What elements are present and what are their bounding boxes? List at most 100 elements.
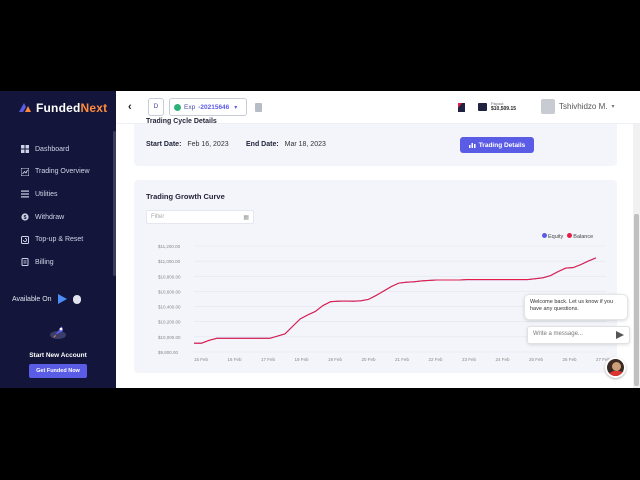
receipt-icon bbox=[21, 258, 29, 267]
account-number: -20215646 bbox=[198, 103, 230, 111]
account-type-badge[interactable]: D bbox=[148, 98, 164, 116]
chat-message-input[interactable]: Write a message... bbox=[527, 326, 630, 344]
end-date-value: Mar 18, 2023 bbox=[284, 141, 326, 148]
grid-icon bbox=[21, 145, 29, 154]
legend-label: Equity bbox=[548, 234, 564, 240]
sidebar-item-topup-reset[interactable]: Top-up & Reset bbox=[21, 228, 90, 251]
x-tick-label: 25 Feb bbox=[529, 357, 544, 362]
sidebar-scrollbar[interactable] bbox=[113, 131, 116, 276]
x-tick-label: 15 Feb bbox=[194, 357, 209, 362]
start-date-value: Feb 16, 2023 bbox=[187, 141, 229, 148]
get-funded-button[interactable]: Get Funded Now bbox=[29, 364, 87, 378]
sidebar-item-withdraw[interactable]: $ Withdraw bbox=[21, 206, 90, 229]
x-tick-label: 20 Feb bbox=[362, 357, 377, 362]
main-scrollbar[interactable] bbox=[633, 124, 640, 388]
brand-name: Funded bbox=[36, 101, 81, 115]
end-date-label: End Date: bbox=[246, 141, 279, 148]
top-bar: ‹ D Exp -20215646 ▾ Payout $10,509.15 Ts… bbox=[116, 91, 640, 124]
apple-icon[interactable] bbox=[72, 294, 81, 304]
rocket-icon bbox=[50, 326, 66, 339]
y-tick-label: $9,800.00 bbox=[158, 350, 179, 355]
bar-chart-icon bbox=[468, 143, 476, 148]
chevron-down-icon: ▾ bbox=[234, 104, 238, 111]
scrollbar-thumb[interactable] bbox=[634, 214, 639, 386]
wallet-caption: Payout bbox=[491, 101, 504, 106]
status-dot-icon bbox=[174, 103, 181, 111]
legend-label: Balance bbox=[573, 234, 594, 240]
user-name: Tshivhidzo M. bbox=[559, 102, 608, 111]
flag-icon[interactable] bbox=[458, 103, 465, 112]
copy-icon[interactable] bbox=[255, 103, 262, 112]
sidebar-item-trading-overview[interactable]: Trading Overview bbox=[21, 161, 90, 184]
user-menu[interactable]: Tshivhidzo M. ▾ bbox=[541, 99, 614, 114]
y-tick-label: $11,000.00 bbox=[158, 259, 181, 264]
y-tick-label: $10,400.00 bbox=[158, 305, 181, 310]
y-tick-label: $10,000.00 bbox=[158, 335, 181, 340]
x-tick-label: 22 Feb bbox=[429, 357, 444, 362]
wallet-icon bbox=[478, 102, 487, 111]
account-selector[interactable]: Exp -20215646 ▾ bbox=[169, 98, 247, 116]
trading-details-button[interactable]: Trading Details bbox=[460, 137, 534, 153]
app-availability: Available On bbox=[12, 294, 81, 304]
promo-card: Start New Account Get Funded Now bbox=[0, 323, 116, 378]
sidebar-item-label: Utilities bbox=[35, 190, 58, 198]
app-window: FundedNext Dashboard Trading Overview Ut… bbox=[0, 91, 640, 388]
google-play-icon[interactable] bbox=[57, 294, 67, 304]
chat-agent-avatar[interactable] bbox=[605, 357, 626, 378]
trading-cycle-card: Trading Cycle Details Start Date: Feb 16… bbox=[134, 118, 617, 166]
y-tick-label: $10,200.00 bbox=[158, 320, 181, 325]
sidebar-item-label: Trading Overview bbox=[35, 168, 90, 176]
sidebar-item-label: Top-up & Reset bbox=[35, 236, 84, 244]
filter-input[interactable]: Filter ▦ bbox=[146, 210, 254, 224]
filter-placeholder: Filter bbox=[151, 214, 165, 220]
legend-swatch bbox=[542, 233, 547, 238]
available-on-label: Available On bbox=[12, 295, 52, 303]
svg-text:$: $ bbox=[23, 215, 26, 221]
chart-icon bbox=[21, 167, 29, 176]
x-tick-label: 21 Feb bbox=[395, 357, 410, 362]
avatar bbox=[541, 99, 555, 114]
x-tick-label: 24 Feb bbox=[496, 357, 511, 362]
y-tick-label: $10,800.00 bbox=[158, 274, 181, 279]
sidebar-nav: Dashboard Trading Overview Utilities $ W… bbox=[21, 138, 90, 274]
growth-curve-card: Trading Growth Curve Filter ▦ Equity Bal… bbox=[134, 180, 617, 373]
list-icon bbox=[21, 190, 29, 198]
y-tick-label: $10,600.00 bbox=[158, 289, 181, 294]
sidebar-item-dashboard[interactable]: Dashboard bbox=[21, 138, 90, 161]
chart-legend: Equity Balance bbox=[542, 233, 593, 240]
trading-details-label: Trading Details bbox=[478, 141, 526, 149]
x-tick-label: 17 Feb bbox=[261, 357, 276, 362]
account-label: Exp bbox=[184, 103, 196, 111]
x-tick-label: 19 Feb bbox=[328, 357, 343, 362]
back-chevron-icon[interactable]: ‹ bbox=[128, 101, 132, 113]
wallet-value: $10,509.15 bbox=[491, 106, 517, 112]
wallet-widget[interactable]: Payout $10,509.15 bbox=[478, 101, 516, 112]
main-content: Trading Cycle Details Start Date: Feb 16… bbox=[116, 118, 633, 388]
sidebar-item-label: Dashboard bbox=[35, 145, 70, 153]
start-date-label: Start Date: bbox=[146, 141, 182, 148]
x-tick-label: 18 Feb bbox=[295, 357, 310, 362]
start-date: Start Date: Feb 16, 2023 bbox=[146, 141, 229, 148]
legend-swatch bbox=[567, 233, 573, 238]
send-icon[interactable] bbox=[616, 331, 624, 339]
promo-title: Start New Account bbox=[29, 352, 87, 359]
sidebar-item-billing[interactable]: Billing bbox=[21, 251, 90, 274]
y-tick-label: $11,200.00 bbox=[158, 244, 181, 249]
sidebar-item-label: Withdraw bbox=[35, 213, 65, 221]
sidebar: FundedNext Dashboard Trading Overview Ut… bbox=[0, 91, 116, 388]
legend-item-balance[interactable]: Balance bbox=[567, 233, 593, 240]
brand-name-accent: Next bbox=[80, 101, 108, 115]
card-title: Trading Growth Curve bbox=[146, 192, 225, 201]
growth-chart: $9,800.00 $10,000.00 $10,200.00 $10,400.00 $… bbox=[158, 244, 611, 362]
x-tick-label: 27 Feb bbox=[596, 357, 611, 362]
x-tick-label: 23 Feb bbox=[462, 357, 477, 362]
legend-item-equity[interactable]: Equity bbox=[542, 233, 563, 240]
logo[interactable]: FundedNext bbox=[18, 101, 107, 115]
x-tick-label: 26 Feb bbox=[563, 357, 578, 362]
card-title: Trading Cycle Details bbox=[146, 118, 217, 125]
chat-placeholder: Write a message... bbox=[533, 331, 583, 337]
end-date: End Date: Mar 18, 2023 bbox=[246, 141, 326, 148]
sidebar-item-utilities[interactable]: Utilities bbox=[21, 183, 90, 206]
dollar-icon: $ bbox=[21, 213, 29, 221]
logo-icon bbox=[19, 103, 31, 112]
